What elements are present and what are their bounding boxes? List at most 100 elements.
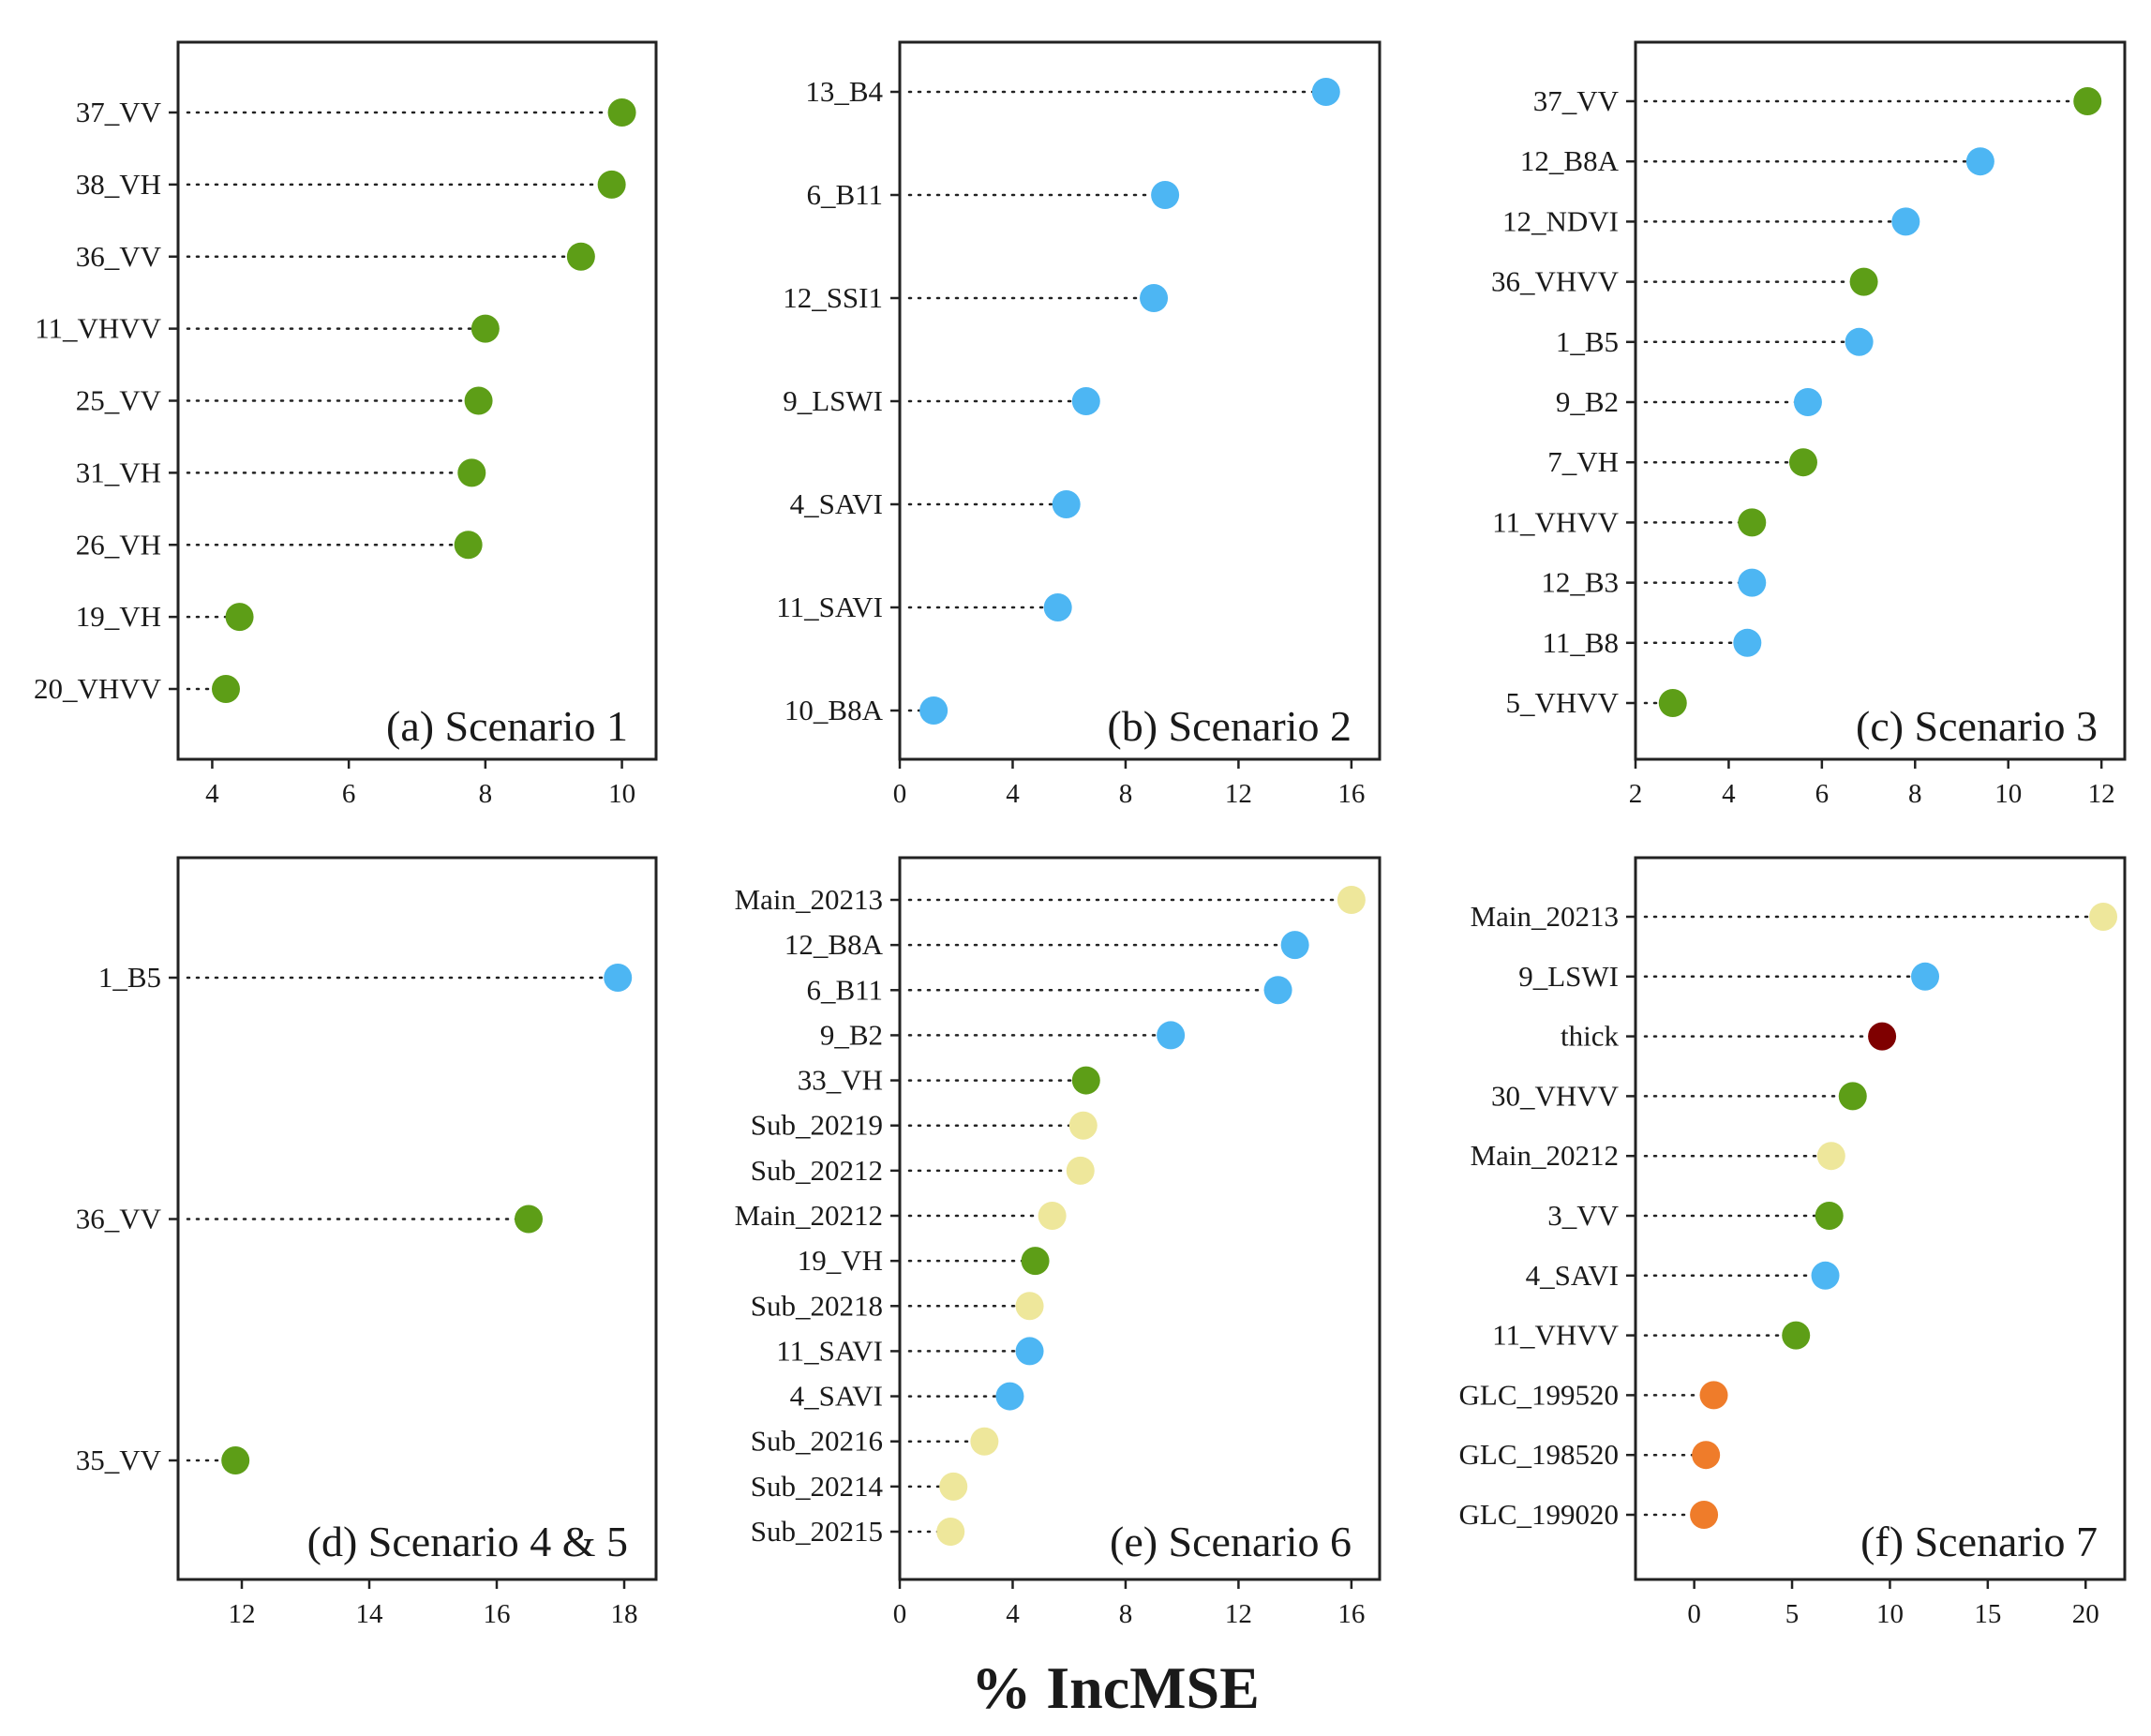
data-point xyxy=(1071,1066,1100,1095)
data-point xyxy=(1965,147,1994,176)
x-tick-label: 4 xyxy=(1722,779,1736,809)
panel-frame xyxy=(176,40,658,761)
y-tick-label: 38_VH xyxy=(76,168,161,201)
data-point xyxy=(1140,284,1169,312)
y-tick-label: Sub_20218 xyxy=(751,1289,883,1322)
y-tick-label: 12_B8A xyxy=(784,928,884,961)
x-tick-label: 0 xyxy=(893,1599,907,1629)
x-tick-label: 16 xyxy=(1337,779,1365,809)
y-tick-label: 9_LSWI xyxy=(1518,960,1619,993)
data-point xyxy=(597,170,626,199)
y-tick-label: 6_B11 xyxy=(806,973,883,1006)
data-point xyxy=(1068,1111,1098,1140)
x-tick-label: 8 xyxy=(479,779,493,809)
y-tick-label: 36_VHVV xyxy=(1491,265,1620,298)
x-tick-label: 15 xyxy=(1974,1599,2001,1629)
x-tick-label: 0 xyxy=(893,779,907,809)
y-tick-label: 4_SAVI xyxy=(790,487,883,520)
panel-1: 4 6 8 10 37_VV 38_VH 36_VV 11_VHVV 25_VV 31_VH 26_… xyxy=(34,40,658,809)
data-point xyxy=(1849,267,1878,296)
data-point xyxy=(970,1427,999,1456)
y-tick-label: 12_NDVI xyxy=(1502,204,1619,237)
x-tick-label: 2 xyxy=(1629,779,1643,809)
x-tick-label: 5 xyxy=(1785,1599,1800,1629)
data-point xyxy=(1911,962,1940,991)
data-point xyxy=(2073,87,2102,115)
data-point xyxy=(919,696,949,725)
y-tick-label: Sub_20212 xyxy=(751,1154,883,1187)
y-tick-label: 12_B3 xyxy=(1541,566,1619,599)
data-point xyxy=(457,458,486,487)
y-tick-label: Sub_20216 xyxy=(751,1425,883,1458)
data-point xyxy=(936,1518,965,1546)
y-tick-label: Main_20213 xyxy=(735,883,883,916)
panel-frame xyxy=(1634,40,2127,761)
x-tick-label: 20 xyxy=(2072,1599,2099,1629)
y-tick-label: 7_VH xyxy=(1547,445,1619,478)
data-point xyxy=(1280,931,1309,960)
x-tick-label: 6 xyxy=(342,779,356,809)
y-tick-label: 37_VV xyxy=(1533,84,1620,117)
data-point xyxy=(566,242,595,271)
panel-frame xyxy=(1634,856,2127,1581)
data-point xyxy=(607,98,636,127)
data-point xyxy=(1658,689,1687,717)
x-tick-label: 12 xyxy=(1225,779,1252,809)
y-tick-label: 12_SSI1 xyxy=(783,281,883,314)
y-tick-label: 5_VHVV xyxy=(1505,686,1619,719)
data-point xyxy=(1816,1142,1845,1171)
data-point xyxy=(1021,1247,1050,1276)
y-tick-label: Sub_20219 xyxy=(751,1109,883,1142)
y-tick-label: GLC_199020 xyxy=(1459,1498,1620,1531)
y-tick-label: 9_B2 xyxy=(1556,385,1619,418)
data-point xyxy=(1151,181,1180,209)
y-tick-label: 1_B5 xyxy=(1556,325,1619,358)
panel-frame xyxy=(898,40,1382,761)
y-tick-label: 11_VHVV xyxy=(35,312,162,345)
y-tick-label: GLC_199520 xyxy=(1459,1378,1620,1411)
data-point xyxy=(1868,1022,1897,1051)
y-tick-label: 11_B8 xyxy=(1542,626,1619,659)
x-tick-label: 0 xyxy=(1687,1599,1701,1629)
data-point xyxy=(1311,78,1340,106)
y-tick-label: 3_VV xyxy=(1547,1199,1619,1232)
data-point xyxy=(225,603,254,632)
data-point xyxy=(212,675,240,703)
data-point xyxy=(1015,1292,1044,1321)
y-tick-label: 35_VV xyxy=(76,1444,162,1476)
x-tick-label: 14 xyxy=(356,1599,384,1629)
y-tick-label: Sub_20214 xyxy=(751,1470,884,1503)
data-point xyxy=(1071,387,1100,415)
x-axis-title: % IncMSE xyxy=(971,1654,1260,1721)
data-point xyxy=(1793,388,1822,416)
panel-title: (b) Scenario 2 xyxy=(1107,702,1352,750)
y-tick-label: 11_VHVV xyxy=(1492,505,1620,538)
x-tick-label: 16 xyxy=(1337,1599,1365,1629)
y-tick-label: 31_VH xyxy=(76,456,161,488)
x-tick-label: 8 xyxy=(1119,1599,1133,1629)
y-tick-label: 19_VH xyxy=(798,1244,883,1277)
data-point xyxy=(604,964,633,992)
data-point xyxy=(1838,1082,1867,1111)
y-tick-label: 11_SAVI xyxy=(776,1334,883,1367)
data-point xyxy=(1692,1441,1721,1470)
data-point xyxy=(2089,903,2118,931)
y-tick-label: 10_B8A xyxy=(784,694,884,726)
x-tick-label: 12 xyxy=(229,1599,256,1629)
panel-frame xyxy=(898,856,1382,1581)
data-point xyxy=(1015,1337,1044,1366)
y-tick-label: 19_VH xyxy=(76,600,161,633)
y-tick-label: 33_VH xyxy=(798,1064,883,1097)
y-tick-label: Sub_20215 xyxy=(751,1515,883,1548)
y-tick-label: 25_VV xyxy=(76,384,162,417)
data-point xyxy=(939,1472,968,1501)
data-point xyxy=(1690,1501,1719,1529)
x-tick-label: 10 xyxy=(1876,1599,1904,1629)
data-point xyxy=(221,1446,250,1474)
x-tick-label: 16 xyxy=(484,1599,511,1629)
x-tick-label: 6 xyxy=(1815,779,1830,809)
data-point xyxy=(995,1382,1024,1411)
data-point xyxy=(1891,207,1920,236)
data-point xyxy=(454,531,483,560)
